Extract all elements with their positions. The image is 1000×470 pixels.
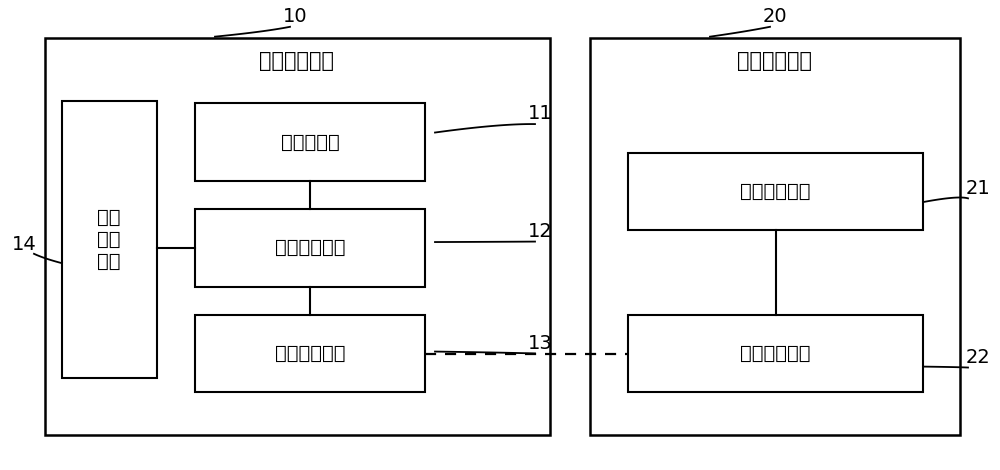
Text: 状态
指示
单元: 状态 指示 单元 [97, 208, 121, 271]
Bar [62, 101, 157, 378]
Bar [628, 315, 923, 392]
Text: 22: 22 [966, 348, 990, 367]
Text: 采集控制单元: 采集控制单元 [275, 238, 345, 257]
Text: 第二通信单元: 第二通信单元 [740, 344, 810, 363]
Text: 20: 20 [763, 7, 787, 26]
Bar [195, 103, 425, 181]
Text: 21: 21 [966, 179, 990, 197]
Bar [628, 153, 923, 230]
Text: 12: 12 [528, 222, 552, 241]
Bar [195, 315, 425, 392]
Text: 第一通信单元: 第一通信单元 [275, 344, 345, 363]
Text: 13: 13 [528, 334, 552, 352]
Text: 输出控制单元: 输出控制单元 [740, 182, 810, 201]
Text: 14: 14 [12, 235, 36, 254]
Text: 11: 11 [528, 104, 552, 123]
Text: 数据处理装置: 数据处理装置 [738, 51, 812, 71]
Bar [195, 209, 425, 287]
Bar [45, 38, 550, 435]
Text: 超声波探头: 超声波探头 [281, 133, 339, 151]
Text: 10: 10 [283, 7, 307, 26]
Text: 数据采集装置: 数据采集装置 [260, 51, 334, 71]
Bar [590, 38, 960, 435]
